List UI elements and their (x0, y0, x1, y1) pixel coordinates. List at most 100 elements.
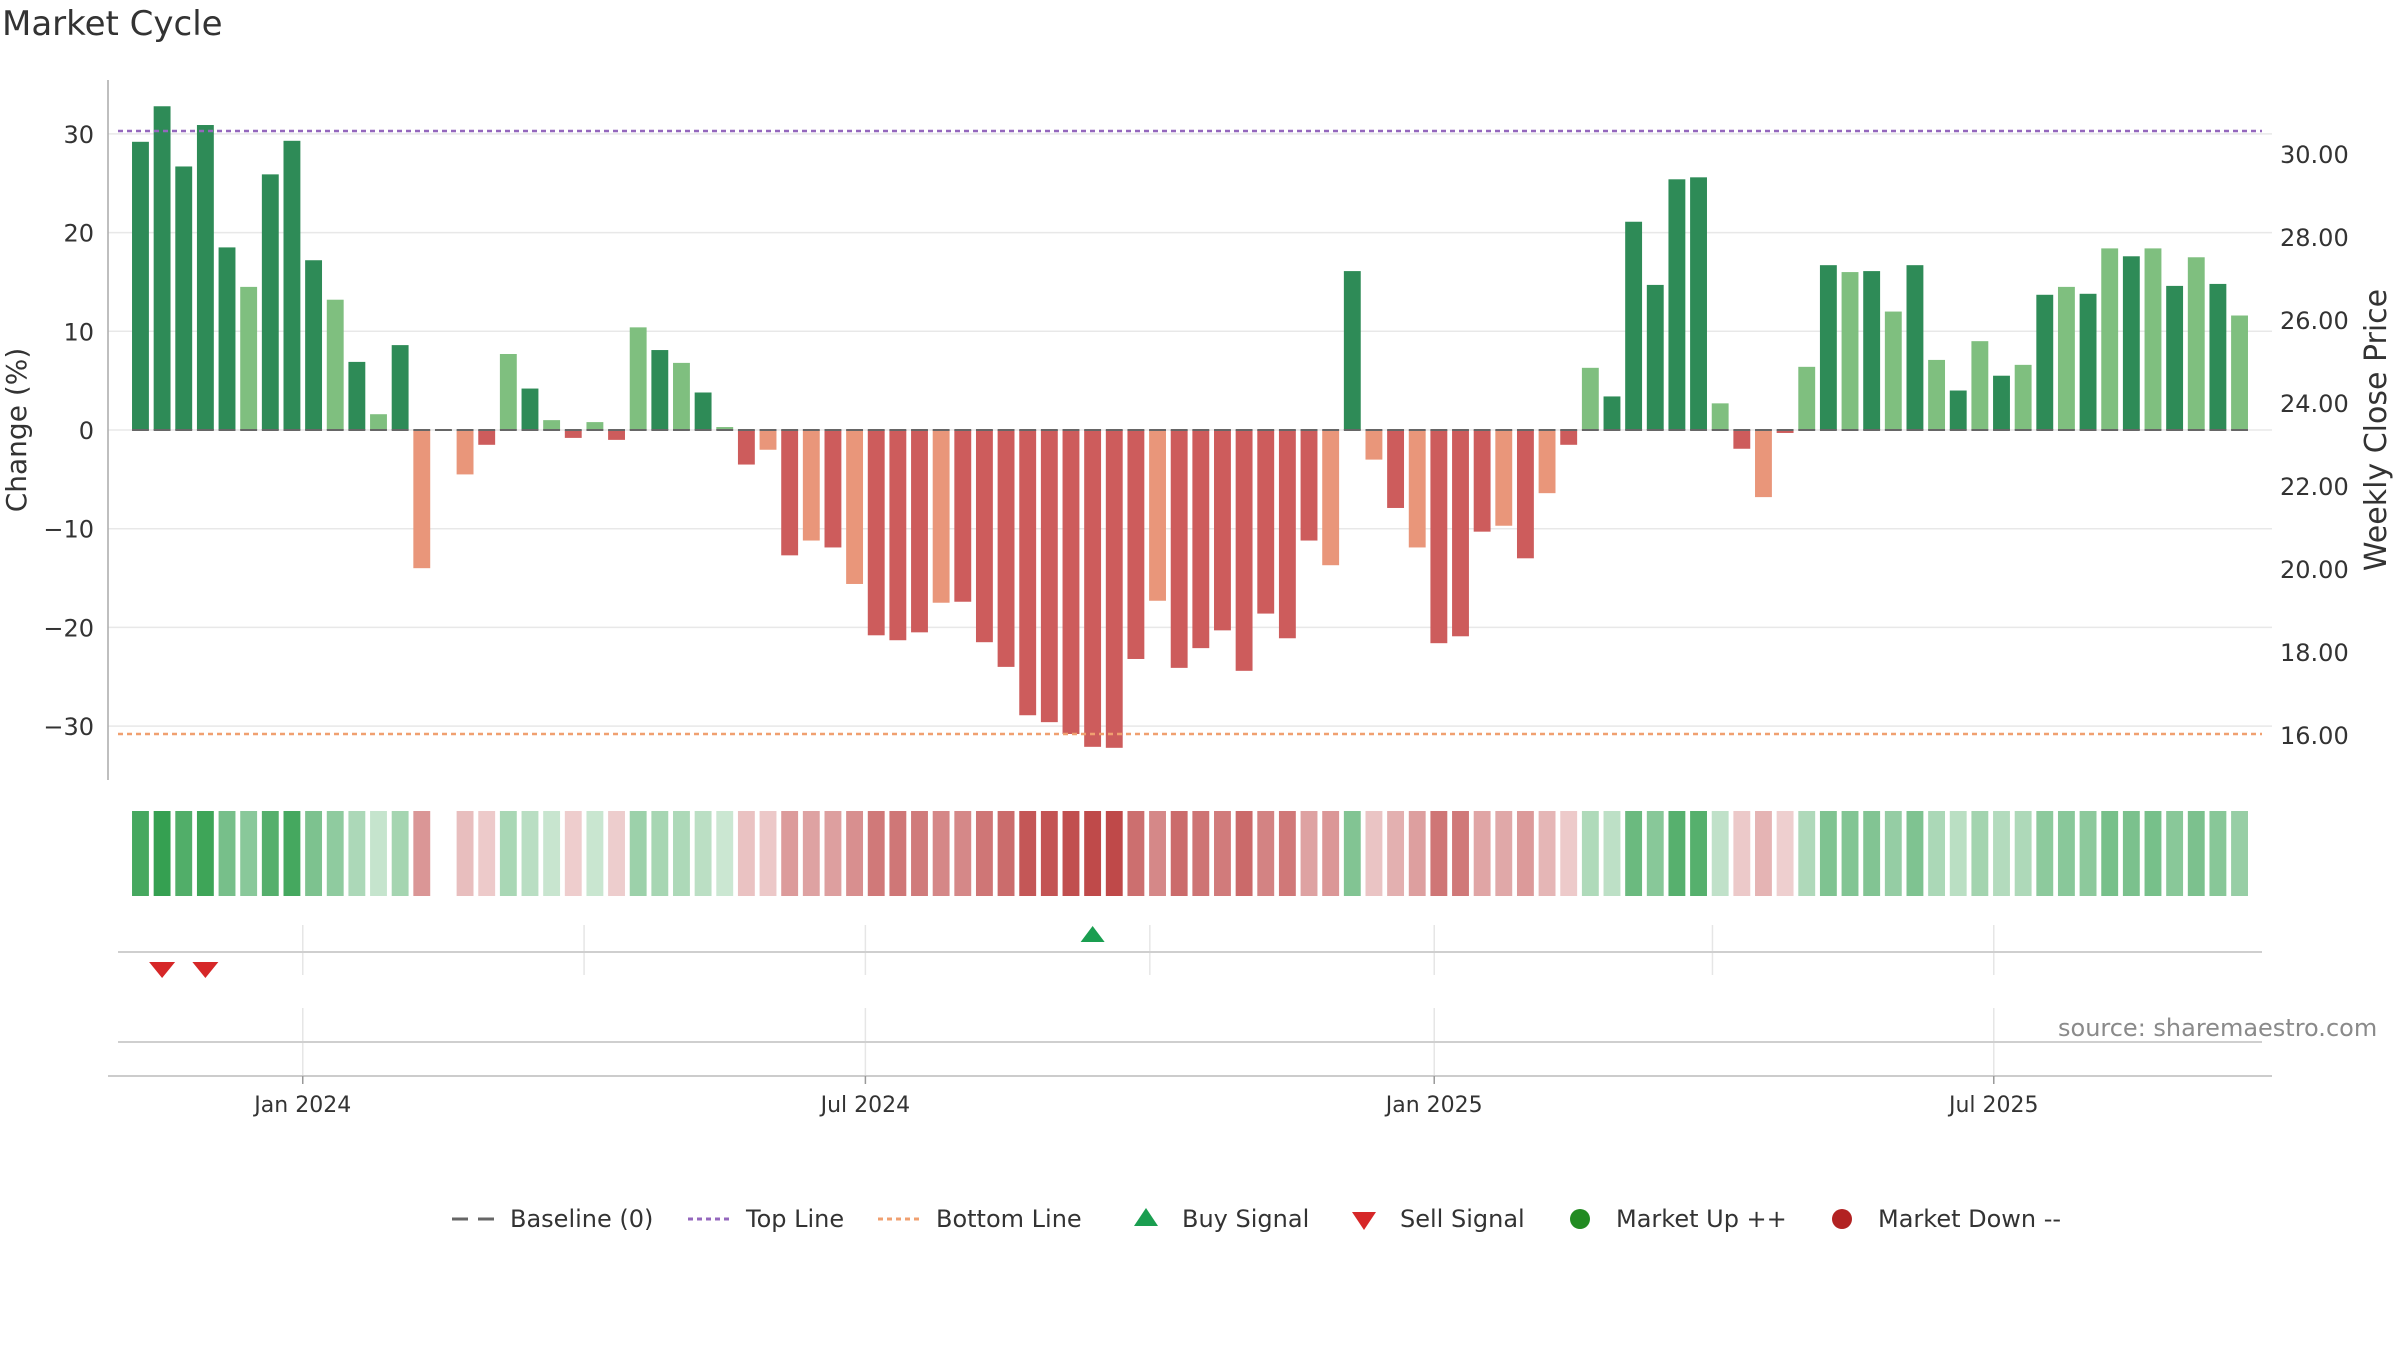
strip-cell (932, 811, 950, 896)
strip-cell (413, 811, 431, 896)
strip-cell (326, 811, 344, 896)
strip-cell (824, 811, 842, 896)
bar (1776, 430, 1794, 433)
strip-cell (889, 811, 907, 896)
bar (348, 361, 366, 430)
strip-cell (2231, 811, 2248, 896)
legend-label: Market Down -- (1878, 1205, 2062, 1233)
bar (1993, 375, 2010, 430)
bar (2036, 294, 2054, 430)
sentiment-strip (132, 811, 2248, 896)
bar (175, 166, 193, 430)
legend-label: Top Line (746, 1205, 845, 1233)
strip-cell (456, 811, 474, 896)
strip-cell (218, 811, 236, 896)
strip-cell (1257, 811, 1275, 896)
bar (543, 420, 561, 430)
strip-cell (1971, 811, 1989, 896)
y2-tick-label: 26.00 (2280, 307, 2349, 335)
bar (1625, 221, 1643, 430)
bar (824, 430, 842, 548)
bar (305, 260, 323, 430)
y-tick-label: −20 (43, 614, 94, 642)
bar (911, 430, 928, 633)
bar (2014, 364, 2032, 430)
legend-bottom-line: Bottom Line (876, 1204, 1082, 1234)
bar (1690, 177, 1707, 430)
y2-tick-label: 24.00 (2280, 390, 2349, 418)
strip-cell (1495, 811, 1513, 896)
y-axis-label: Change (%) (0, 348, 33, 513)
strip-cell (1646, 811, 1664, 896)
strip-cell (240, 811, 258, 896)
bar (326, 299, 344, 430)
legend-label: Baseline (0) (510, 1205, 654, 1233)
bar (1019, 430, 1037, 716)
bar (499, 354, 517, 430)
strip-cell (1516, 811, 1534, 896)
strip-cell (1343, 811, 1361, 896)
bottom-line-swatch-icon (878, 1217, 922, 1221)
strip-cell (153, 811, 171, 896)
y-tick-label: 10 (63, 318, 94, 346)
strip-cell (1625, 811, 1643, 896)
y-tick-label: −10 (43, 516, 94, 544)
bar (1430, 430, 1448, 644)
bar (1971, 341, 1989, 430)
bar (391, 345, 409, 430)
legend-label: Buy Signal (1182, 1205, 1310, 1233)
strip-cell (1819, 811, 1837, 896)
strip-cell (1170, 811, 1188, 896)
bar (1214, 430, 1231, 631)
y2-axis-label: Weekly Close Price (2359, 289, 2394, 571)
sell-signal-marker (149, 962, 176, 978)
strip-cell (2036, 811, 2054, 896)
bar (2187, 257, 2205, 430)
bar (608, 430, 625, 440)
bar (1040, 430, 1058, 723)
bar (2209, 283, 2227, 430)
bar (867, 430, 885, 636)
strip-cell (1235, 811, 1253, 896)
strip-cell (305, 811, 323, 896)
bar (1365, 430, 1383, 460)
strip-cell (2144, 811, 2162, 896)
bar (1949, 390, 1967, 430)
bar (1906, 265, 1924, 430)
strip-cell (1993, 811, 2010, 896)
top-line-swatch-icon (688, 1217, 732, 1221)
bar (1257, 430, 1275, 614)
strip-cell (1430, 811, 1448, 896)
legend-sell-signal: Sell Signal (1340, 1204, 1525, 1234)
strip-cell (1928, 811, 1946, 896)
bar (218, 247, 236, 430)
strip-cell (1798, 811, 1816, 896)
strip-cell (478, 811, 496, 896)
strip-cell (629, 811, 647, 896)
strip-cell (132, 811, 149, 896)
bar (2101, 248, 2119, 430)
y-tick-label: 30 (63, 121, 94, 149)
bar (1798, 366, 1816, 430)
bar (521, 388, 539, 430)
strip-cell (1062, 811, 1080, 896)
bar (153, 106, 171, 430)
strip-cell (1776, 811, 1794, 896)
legend-baseline: Baseline (0) (450, 1204, 653, 1234)
strip-cell (759, 811, 777, 896)
bar (1473, 430, 1491, 532)
bar (1300, 430, 1318, 541)
strip-cell (846, 811, 864, 896)
bar (1149, 430, 1166, 601)
strip-cell (1322, 811, 1340, 896)
strip-cell (1690, 811, 1707, 896)
bar (478, 430, 496, 445)
strip-cell (673, 811, 690, 896)
bar (1841, 272, 1859, 430)
bar (1452, 430, 1469, 637)
strip-cell (1278, 811, 1296, 896)
bar (889, 430, 907, 641)
strip-cell (1755, 811, 1772, 896)
bar (1711, 403, 1729, 430)
strip-cell (196, 811, 214, 896)
